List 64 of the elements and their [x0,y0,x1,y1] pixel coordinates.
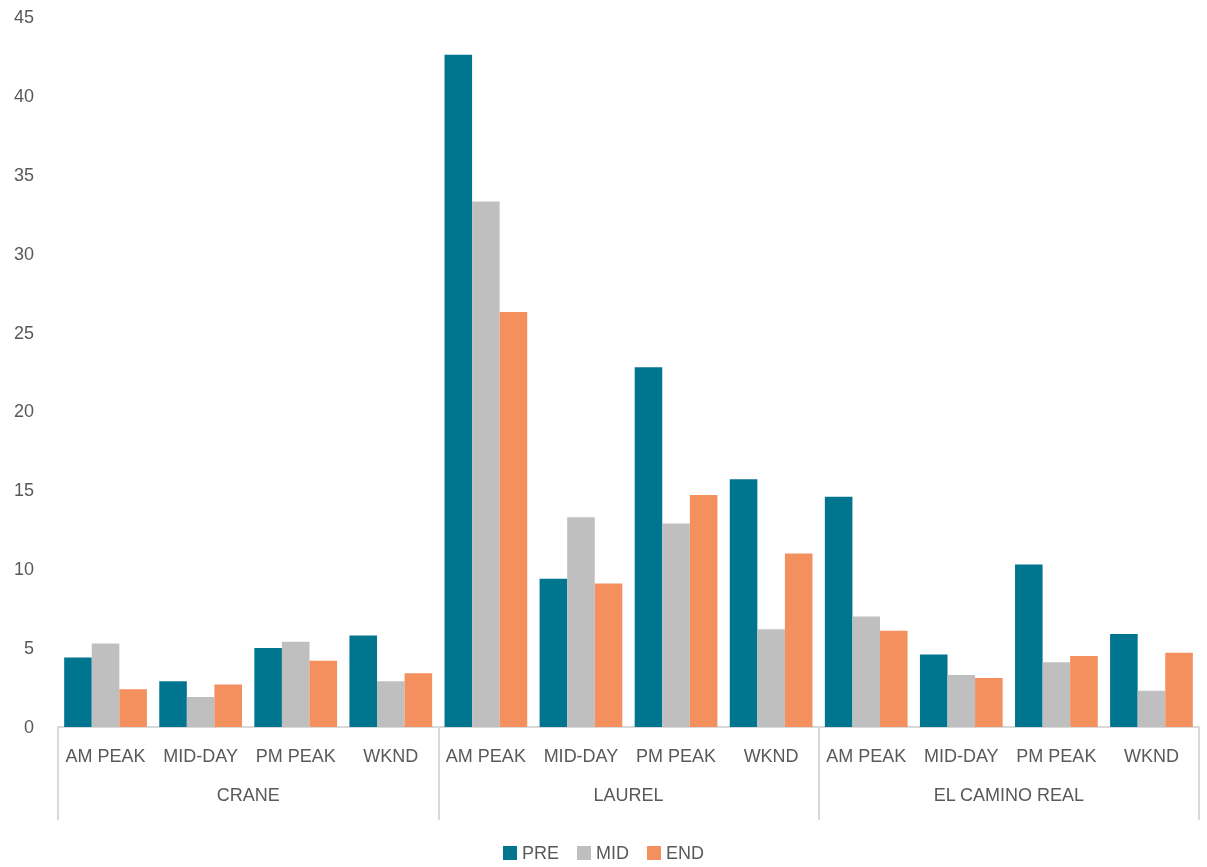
legend-label: PRE [522,843,560,863]
y-tick-label: 25 [13,322,34,343]
bar [662,523,690,727]
bar [880,630,908,727]
bar [64,657,92,727]
y-tick-label: 0 [23,717,34,737]
bar [499,312,528,727]
bar [214,684,242,727]
bar [689,495,718,727]
bar [444,54,473,727]
bar [594,583,623,727]
bar [377,681,405,727]
bar [404,673,433,727]
x-tick-label: AM PEAK [826,746,907,766]
y-tick-label: 45 [13,7,34,27]
legend-label: MID [596,843,630,863]
bar [119,689,147,727]
bar [186,697,215,727]
bar [567,517,595,727]
bar [975,678,1003,727]
bar [539,578,568,727]
x-tick-label: MID-DAY [923,746,999,766]
bar [919,654,948,727]
bar [1070,656,1098,727]
y-tick-label: 40 [13,85,34,106]
x-tick-label: MID-DAY [543,746,619,766]
bar [349,635,377,727]
bar [1015,564,1043,727]
bar [281,641,310,727]
text: EL CAMINO REAL [933,785,1085,805]
x-tick-label: AM PEAK [65,746,146,766]
bar [472,201,500,727]
x-tick-label: WKND [363,746,419,766]
legend-label: END [666,843,705,863]
bar [824,496,853,727]
bar [1165,652,1193,727]
y-tick-label: 5 [23,638,34,659]
bar [729,479,758,727]
text: LAUREL [593,785,664,805]
x-tick-label: WKND [1123,746,1179,766]
x-tick-label: MID-DAY [163,746,238,766]
bar [947,674,976,727]
x-tick-label: PM PEAK [1016,746,1097,766]
bar [91,643,120,727]
bar [254,648,282,727]
y-tick-label: 15 [13,480,34,501]
y-tick-label: 10 [13,559,34,580]
bar [159,681,187,727]
bar [634,367,663,727]
bar [309,660,338,727]
y-tick-label: 35 [13,164,34,185]
text: CRANE [216,785,280,805]
x-tick-label: WKND [743,746,799,766]
x-tick-label: PM PEAK [255,746,336,766]
bar [1042,662,1071,727]
bar [1110,633,1138,727]
bar [852,616,880,727]
bar [757,629,785,727]
x-tick-label: PM PEAK [636,746,717,766]
bar [784,553,813,727]
y-tick-label: 30 [13,243,34,264]
y-tick-label: 20 [13,401,34,422]
x-tick-label: AM PEAK [445,746,526,766]
bar [1137,690,1166,727]
